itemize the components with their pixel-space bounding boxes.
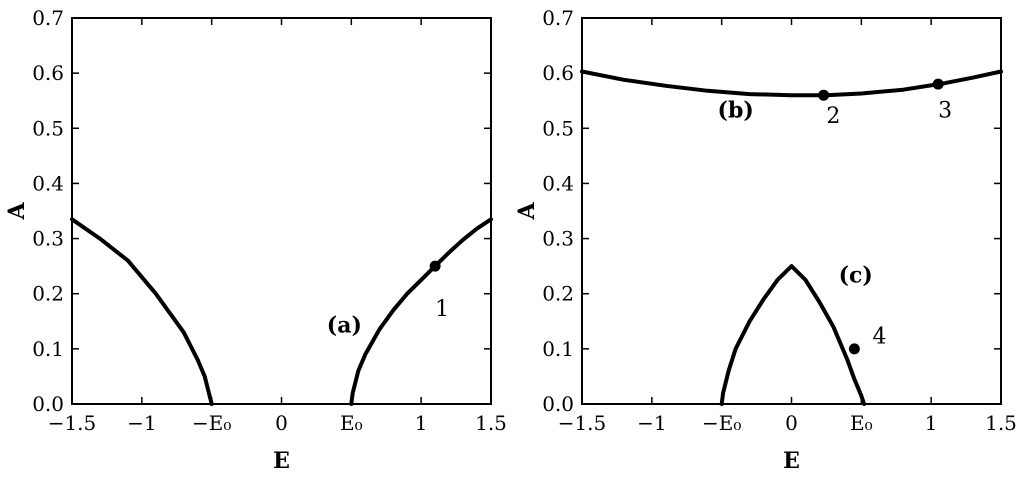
- y-tick-label: 0.0: [542, 392, 574, 416]
- y-tick-label: 0.5: [32, 116, 64, 140]
- x-tick-label: −1: [637, 411, 666, 435]
- y-tick-label: 0.1: [542, 337, 574, 361]
- y-tick-label: 0.7: [32, 6, 64, 30]
- y-axis-label: A: [4, 202, 30, 221]
- x-tick-label: E₀: [340, 411, 363, 435]
- annotation-label: 1: [435, 297, 449, 322]
- x-tick-label: −1: [127, 411, 156, 435]
- x-tick-label: 0: [275, 411, 288, 435]
- y-tick-label: 0.5: [542, 116, 574, 140]
- y-tick-label: 0.4: [542, 171, 574, 195]
- y-tick-label: 0.6: [542, 61, 574, 85]
- annotation-label: 3: [938, 98, 952, 123]
- y-tick-label: 0.1: [32, 337, 64, 361]
- series-curve: [70, 217, 214, 406]
- marked-point: [848, 343, 860, 355]
- x-axis-label: E: [273, 448, 290, 474]
- series-curve: [719, 264, 867, 406]
- marked-point: [818, 89, 830, 101]
- x-tick-label: 1: [415, 411, 428, 435]
- series-curve: [580, 69, 1003, 98]
- y-tick-label: 0.7: [542, 6, 574, 30]
- annotation-label: (b): [718, 97, 754, 123]
- x-tick-label: −E₀: [702, 411, 741, 435]
- x-axis-label: E: [783, 448, 800, 474]
- x-tick-label: E₀: [850, 411, 873, 435]
- annotation-label: (a): [327, 312, 362, 338]
- x-tick-label: 0: [785, 411, 798, 435]
- y-axis-label: A: [514, 202, 540, 221]
- series-curve: [349, 217, 493, 406]
- chart-panel-right: −1.5 −1 −E₀ 0 E₀ 1 1.5 0.0 0.1 0.2 0.3 0.4 0.5 0.6 0.7…: [514, 6, 1017, 474]
- x-tick-label: −E₀: [192, 411, 231, 435]
- y-tick-label: 0.4: [32, 171, 64, 195]
- x-tick-label: 1.5: [985, 411, 1017, 435]
- y-tick-label: 0.2: [542, 282, 574, 306]
- x-tick-label: −1.5: [558, 411, 607, 435]
- x-tick-label: −1.5: [48, 411, 97, 435]
- annotation-label: 2: [826, 104, 840, 129]
- x-tick-label: 1.5: [475, 411, 507, 435]
- annotation-label: (c): [839, 263, 873, 289]
- plot-frame: [71, 17, 492, 405]
- annotation-label: 4: [872, 324, 886, 349]
- y-tick-label: 0.2: [32, 282, 64, 306]
- chart-panel-left: −1.5 −1 −E₀ 0 E₀ 1 1.5 0.0 0.1 0.2 0.3 0.4 0.5 0.6 0.7…: [4, 6, 507, 474]
- y-tick-label: 0.3: [542, 227, 574, 251]
- marked-point: [932, 78, 944, 90]
- y-tick-label: 0.3: [32, 227, 64, 251]
- y-tick-label: 0.6: [32, 61, 64, 85]
- plot-frame: [581, 17, 1002, 405]
- x-tick-label: 1: [925, 411, 938, 435]
- marked-point: [429, 260, 441, 272]
- y-tick-label: 0.0: [32, 392, 64, 416]
